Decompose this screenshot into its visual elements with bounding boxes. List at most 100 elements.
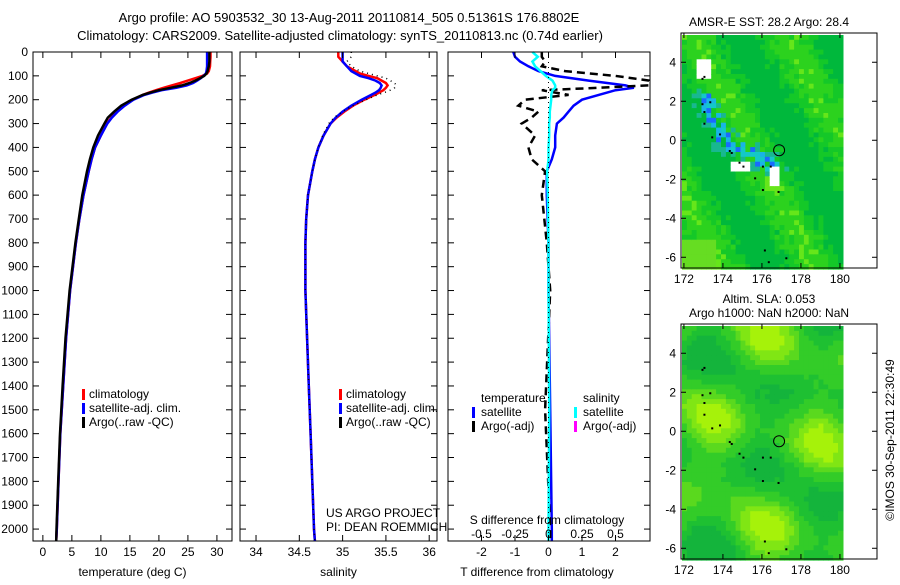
map-cell	[823, 491, 829, 498]
map-cell	[740, 230, 746, 236]
map-cell	[711, 486, 717, 493]
map-cell	[838, 74, 844, 80]
map-cell	[803, 477, 810, 483]
map-cell	[779, 467, 785, 473]
map-cell	[838, 384, 844, 390]
map-cell	[803, 142, 810, 148]
map-cell	[686, 259, 693, 265]
map-cell	[818, 181, 824, 187]
map-cell	[774, 389, 781, 395]
map-cell	[833, 555, 839, 561]
map-cell	[696, 127, 703, 134]
map-cell	[774, 467, 781, 473]
map-cell	[686, 330, 693, 337]
map-cell	[721, 486, 727, 493]
map-cell	[813, 355, 820, 361]
map-cell	[716, 147, 722, 153]
map-cell	[755, 550, 761, 556]
map-cell	[701, 330, 707, 337]
map-cell	[682, 550, 688, 556]
series-line-argo-raw-qc-	[54, 52, 211, 542]
map-cell	[691, 516, 698, 522]
map-cell	[828, 462, 834, 468]
map-cell	[803, 467, 810, 473]
map-cell	[740, 181, 746, 187]
map-cell	[799, 200, 805, 207]
map-cell	[784, 234, 790, 241]
map-cell	[818, 360, 824, 366]
map-cell	[833, 186, 839, 192]
map-cell	[803, 360, 810, 366]
map-cell	[740, 477, 746, 483]
map-cell	[691, 35, 698, 41]
map-cell	[828, 443, 834, 449]
map-cell	[730, 330, 737, 337]
map-cell	[686, 360, 693, 366]
map-cell	[686, 525, 693, 532]
map-cell	[784, 530, 790, 537]
map-cell	[691, 103, 698, 109]
map-cell	[803, 399, 810, 405]
map-cell	[745, 355, 751, 361]
map-cell	[794, 171, 800, 177]
map-cell	[735, 220, 742, 226]
map-cell	[730, 142, 737, 148]
map-cell	[682, 244, 688, 251]
map-cell	[833, 103, 839, 109]
y-tick-label: 900	[8, 260, 28, 274]
map-cell	[764, 467, 771, 473]
map-cell	[789, 462, 795, 468]
map-cell	[784, 35, 790, 41]
map-cell	[789, 369, 795, 376]
map-cell	[691, 54, 698, 60]
map-cell	[818, 117, 824, 124]
series-line-climatology	[304, 52, 390, 542]
map-cell	[750, 496, 756, 503]
map-cell	[706, 326, 712, 332]
map-cell	[784, 486, 790, 493]
map-cell	[755, 132, 761, 138]
map-cell	[725, 93, 732, 99]
map-cell	[828, 239, 834, 246]
map-cell	[745, 244, 751, 251]
map-cell	[774, 423, 781, 429]
map-cell	[774, 496, 781, 503]
map-cell	[764, 254, 771, 260]
map-cell	[838, 108, 844, 114]
map-cell	[730, 511, 737, 517]
y-tick-label: 1000	[1, 284, 28, 298]
map-cell	[711, 462, 717, 468]
map-cell	[769, 64, 776, 70]
map-cell	[730, 244, 737, 251]
map-cell	[764, 200, 771, 207]
map-cell	[794, 350, 800, 356]
map-cell	[750, 447, 756, 454]
map-cell	[755, 195, 761, 202]
map-cell	[755, 408, 761, 415]
map-cell	[686, 467, 693, 473]
map-cell	[779, 186, 785, 192]
map-cell	[764, 88, 771, 95]
map-cell	[764, 482, 771, 488]
map-cell	[774, 171, 781, 177]
map-cell	[764, 176, 771, 182]
map-cell	[789, 540, 795, 546]
map-cell	[789, 457, 795, 464]
map-cell	[682, 171, 688, 177]
map-cell	[828, 69, 834, 75]
map-cell	[818, 477, 824, 483]
map-cell	[784, 103, 790, 109]
map-cell	[735, 511, 742, 517]
y-tick-label: -2	[665, 463, 676, 477]
map-cell	[740, 530, 746, 537]
y-tick-label: -6	[665, 250, 676, 264]
map-cell	[725, 530, 732, 537]
map-cell	[721, 521, 727, 527]
map-cell	[755, 171, 761, 177]
map-cell	[750, 122, 756, 129]
x-tick-label: 20	[152, 545, 166, 559]
legend-swatch	[82, 417, 85, 428]
credit-line2: PI: DEAN ROEMMICH	[326, 520, 447, 534]
map-cell	[828, 191, 834, 197]
map-cell	[725, 249, 732, 255]
